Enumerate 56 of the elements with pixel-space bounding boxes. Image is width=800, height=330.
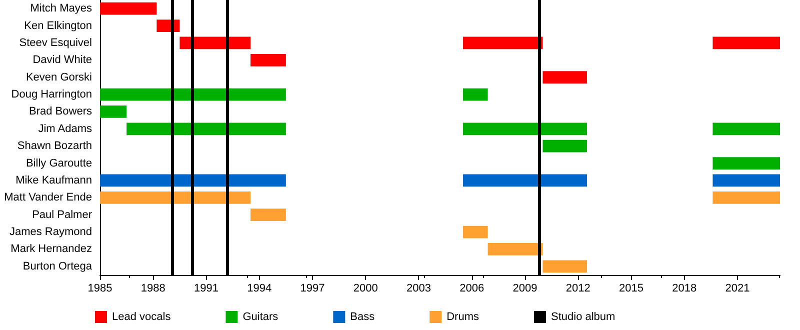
- bar: [712, 122, 780, 136]
- y-tick-label: Steev Esquivel: [19, 36, 92, 49]
- x-tick-label: 2015: [619, 282, 644, 294]
- x-tick-label: 1985: [88, 282, 112, 294]
- x-tick-label: 2009: [512, 282, 538, 294]
- bar: [100, 106, 127, 118]
- x-tick-label: 1997: [300, 282, 325, 294]
- legend-label: Bass: [350, 311, 376, 323]
- bar: [712, 191, 780, 204]
- y-tick-label: Burton Ortega: [22, 260, 93, 272]
- legend-label: Studio album: [551, 311, 616, 323]
- bar: [100, 191, 251, 204]
- bar: [463, 226, 488, 238]
- bar: [463, 88, 488, 101]
- y-tick-label: Mike Kaufmann: [16, 174, 92, 186]
- y-tick-label: Mitch Mayes: [30, 2, 92, 15]
- bar: [488, 243, 543, 256]
- bar: [250, 208, 286, 222]
- x-tick-label: 2021: [725, 282, 750, 294]
- bar: [463, 36, 543, 50]
- x-tick-label: 2000: [353, 282, 378, 294]
- bar: [542, 71, 587, 84]
- x-tick-label: 2006: [460, 282, 484, 294]
- x-tick-label: 2018: [672, 282, 697, 294]
- legend-label: Drums: [446, 311, 480, 323]
- legend-label: Lead vocals: [112, 311, 172, 323]
- x-tick-label: 1991: [194, 282, 218, 294]
- bar: [250, 54, 286, 66]
- y-tick-label: Brad Bowers: [29, 106, 92, 118]
- bar: [542, 140, 587, 152]
- y-tick-label: Shawn Bozarth: [17, 140, 92, 152]
- y-tick-label: Doug Harrington: [11, 88, 92, 101]
- bar: [100, 2, 157, 15]
- bar: [712, 36, 780, 50]
- y-tick-label: Matt Vander Ende: [4, 192, 92, 204]
- y-tick-label: Mark Hernandez: [10, 243, 92, 256]
- x-tick-label: 1988: [140, 282, 166, 294]
- bar: [100, 174, 286, 187]
- y-tick-label: Paul Palmer: [32, 208, 92, 221]
- y-tick-label: Jim Adams: [38, 122, 92, 135]
- bar: [100, 88, 286, 101]
- bar: [712, 174, 780, 187]
- bar: [126, 122, 286, 136]
- y-tick-label: Billy Garoutte: [26, 157, 92, 170]
- x-tick-label: 1994: [247, 282, 272, 294]
- x-tick-label: 2003: [406, 282, 431, 294]
- bar: [542, 260, 587, 273]
- y-tick-label: Keven Gorski: [26, 71, 92, 84]
- legend-label: Guitars: [242, 311, 279, 323]
- bar: [712, 157, 780, 170]
- x-tick-label: 2012: [566, 282, 590, 294]
- y-tick-label: David White: [32, 54, 92, 66]
- y-tick-label: Ken Elkington: [24, 20, 92, 32]
- bar: [463, 122, 587, 136]
- y-tick-label: James Raymond: [9, 226, 92, 238]
- bar: [463, 174, 587, 187]
